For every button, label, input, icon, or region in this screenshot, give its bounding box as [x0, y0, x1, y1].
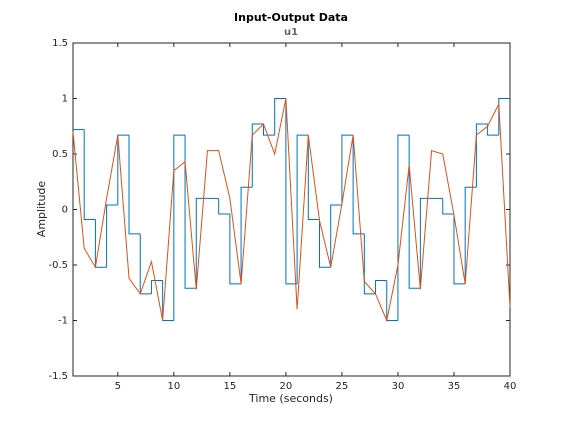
- y-tick-label: -1.5: [48, 371, 68, 382]
- chart-subtitle: u1: [284, 27, 298, 38]
- step-segment: [128, 135, 141, 235]
- step-segment: [150, 280, 163, 294]
- chart-title: Input-Output Data: [234, 11, 348, 24]
- x-tick-label: 40: [504, 381, 517, 392]
- step-segment: [307, 135, 320, 220]
- y-tick-label: 1: [62, 94, 68, 105]
- x-tick-label: 5: [115, 381, 121, 392]
- step-segment: [375, 280, 387, 294]
- step-segment: [184, 135, 197, 289]
- step-segment: [363, 233, 376, 295]
- y-tick-label: 0: [62, 205, 68, 216]
- step-segment: [341, 134, 354, 206]
- x-tick-label: 30: [392, 381, 405, 392]
- x-tick-label: 20: [280, 381, 293, 392]
- y-tick-label: -1: [58, 316, 68, 327]
- step-segment: [296, 134, 309, 284]
- step-segment: [330, 204, 342, 268]
- y-tick-label: -0.5: [48, 260, 68, 271]
- step-segment: [475, 123, 488, 188]
- step-segment: [319, 219, 331, 268]
- x-tick-label: 25: [336, 381, 349, 392]
- step-segment: [218, 198, 230, 215]
- step-segment: [487, 124, 499, 136]
- step-segment: [106, 204, 118, 268]
- x-axis-label: Time (seconds): [248, 392, 333, 405]
- step-segment: [83, 129, 96, 220]
- y-tick-label: 0.5: [52, 149, 68, 160]
- x-tick-label: 15: [224, 381, 237, 392]
- y-tick-label: 1.5: [52, 38, 68, 49]
- step-segment: [285, 98, 298, 285]
- step-segment: [251, 123, 264, 188]
- x-tick-label: 10: [167, 381, 180, 392]
- step-segment: [397, 134, 410, 321]
- step-segment: [442, 198, 454, 215]
- step-segment: [173, 134, 186, 321]
- step-segment: [262, 124, 275, 136]
- x-tick-label: 35: [448, 381, 461, 392]
- step-segment: [498, 98, 510, 136]
- series-line: [72, 98, 511, 323]
- step-segment: [274, 98, 286, 136]
- step-segment: [229, 213, 242, 285]
- y-axis-label: Amplitude: [35, 181, 48, 238]
- step-segment: [408, 135, 421, 289]
- step-segment: [453, 213, 466, 285]
